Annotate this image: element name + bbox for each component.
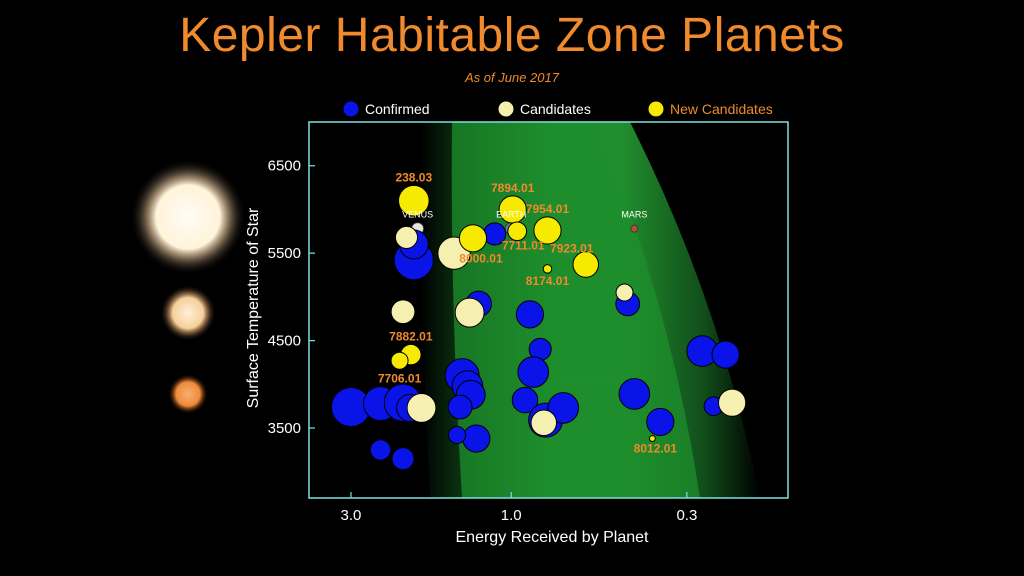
y-tick-label: 3500 xyxy=(268,420,301,437)
candidates-point xyxy=(394,225,419,249)
candidates-point xyxy=(454,297,485,328)
candidates-point xyxy=(718,388,747,417)
confirmed-point xyxy=(646,407,675,437)
confirmed-point xyxy=(447,394,473,420)
new-candidate-id-label: 8012.01 xyxy=(634,442,678,456)
new-candidate-id-label: 8000.01 xyxy=(459,251,503,265)
new-candidate-id-label: 238.03 xyxy=(395,170,432,184)
confirmed-point xyxy=(517,356,550,388)
y-tick-label: 4500 xyxy=(268,333,301,350)
y-tick-label: 5500 xyxy=(268,245,301,262)
new-candidates-point xyxy=(398,184,430,217)
candidates-point xyxy=(406,392,437,423)
data-labels: VENUS EARTH MARS 238.03 7894.01 7954.01 7711.0… xyxy=(378,170,678,455)
y-tick-label: 6500 xyxy=(268,158,301,175)
venus-planet-label: VENUS xyxy=(402,210,433,220)
new-candidate-id-label: 7923.01 xyxy=(550,242,594,256)
new-candidates-point xyxy=(648,435,656,443)
new-candidate-id-label: 7894.01 xyxy=(491,181,535,195)
hot-star-icon xyxy=(130,159,246,275)
new-candidates-point xyxy=(507,221,528,242)
confirmed-point xyxy=(391,447,415,471)
confirmed-point xyxy=(448,426,467,445)
candidates-point xyxy=(530,409,558,437)
mars-planet-marker xyxy=(630,224,639,233)
confirmed-point xyxy=(511,386,539,414)
confirmed-point xyxy=(369,439,392,461)
confirmed-point xyxy=(711,340,740,369)
sun-like-star-icon xyxy=(160,285,216,341)
candidates-point xyxy=(615,283,634,302)
legend-confirmed-marker xyxy=(342,100,360,118)
y-axis: 3500 4500 5500 6500 xyxy=(268,158,315,437)
chart-subtitle: As of June 2017 xyxy=(465,70,559,85)
x-axis-label: Energy Received by Planet xyxy=(456,529,650,546)
x-tick-label: 3.0 xyxy=(341,507,362,524)
new-candidate-id-label: 7882.01 xyxy=(389,329,433,343)
legend: Confirmed Candidates New Candidates xyxy=(342,100,773,118)
legend-candidates-marker xyxy=(497,100,515,118)
legend-confirmed-label: Confirmed xyxy=(365,101,430,117)
confirmed-point xyxy=(462,424,491,453)
x-tick-label: 0.3 xyxy=(676,507,697,524)
x-tick-label: 1.0 xyxy=(501,507,522,524)
chart-title: Kepler Habitable Zone Planets xyxy=(179,9,845,62)
new-candidates-point xyxy=(458,224,488,253)
new-candidate-id-label: 7711.01 xyxy=(502,238,545,252)
mars-planet-label: MARS xyxy=(621,210,647,220)
new-candidates-point xyxy=(533,216,562,245)
new-candidate-id-label: 7954.01 xyxy=(526,202,570,216)
confirmed-point xyxy=(547,392,580,424)
star-size-reference xyxy=(130,159,246,414)
y-axis-label: Surface Temperature of Star xyxy=(245,207,262,408)
legend-candidates-label: Candidates xyxy=(520,101,591,117)
cool-star-icon xyxy=(168,374,208,414)
plot-frame xyxy=(308,121,789,499)
data-points xyxy=(330,184,747,471)
new-candidates-point xyxy=(390,351,409,370)
candidates-point xyxy=(390,299,416,325)
legend-new-candidates-label: New Candidates xyxy=(670,101,773,117)
new-candidate-id-label: 8174.01 xyxy=(526,274,570,288)
earth-planet-label: EARTH xyxy=(496,210,526,220)
new-candidate-id-label: 7706.01 xyxy=(378,372,422,386)
confirmed-point xyxy=(515,300,544,329)
new-candidates-point xyxy=(572,251,600,278)
x-axis: 3.0 1.0 0.3 xyxy=(341,492,697,524)
legend-new-candidates-marker xyxy=(647,100,665,118)
new-candidates-point xyxy=(542,264,553,274)
confirmed-point xyxy=(618,378,651,410)
